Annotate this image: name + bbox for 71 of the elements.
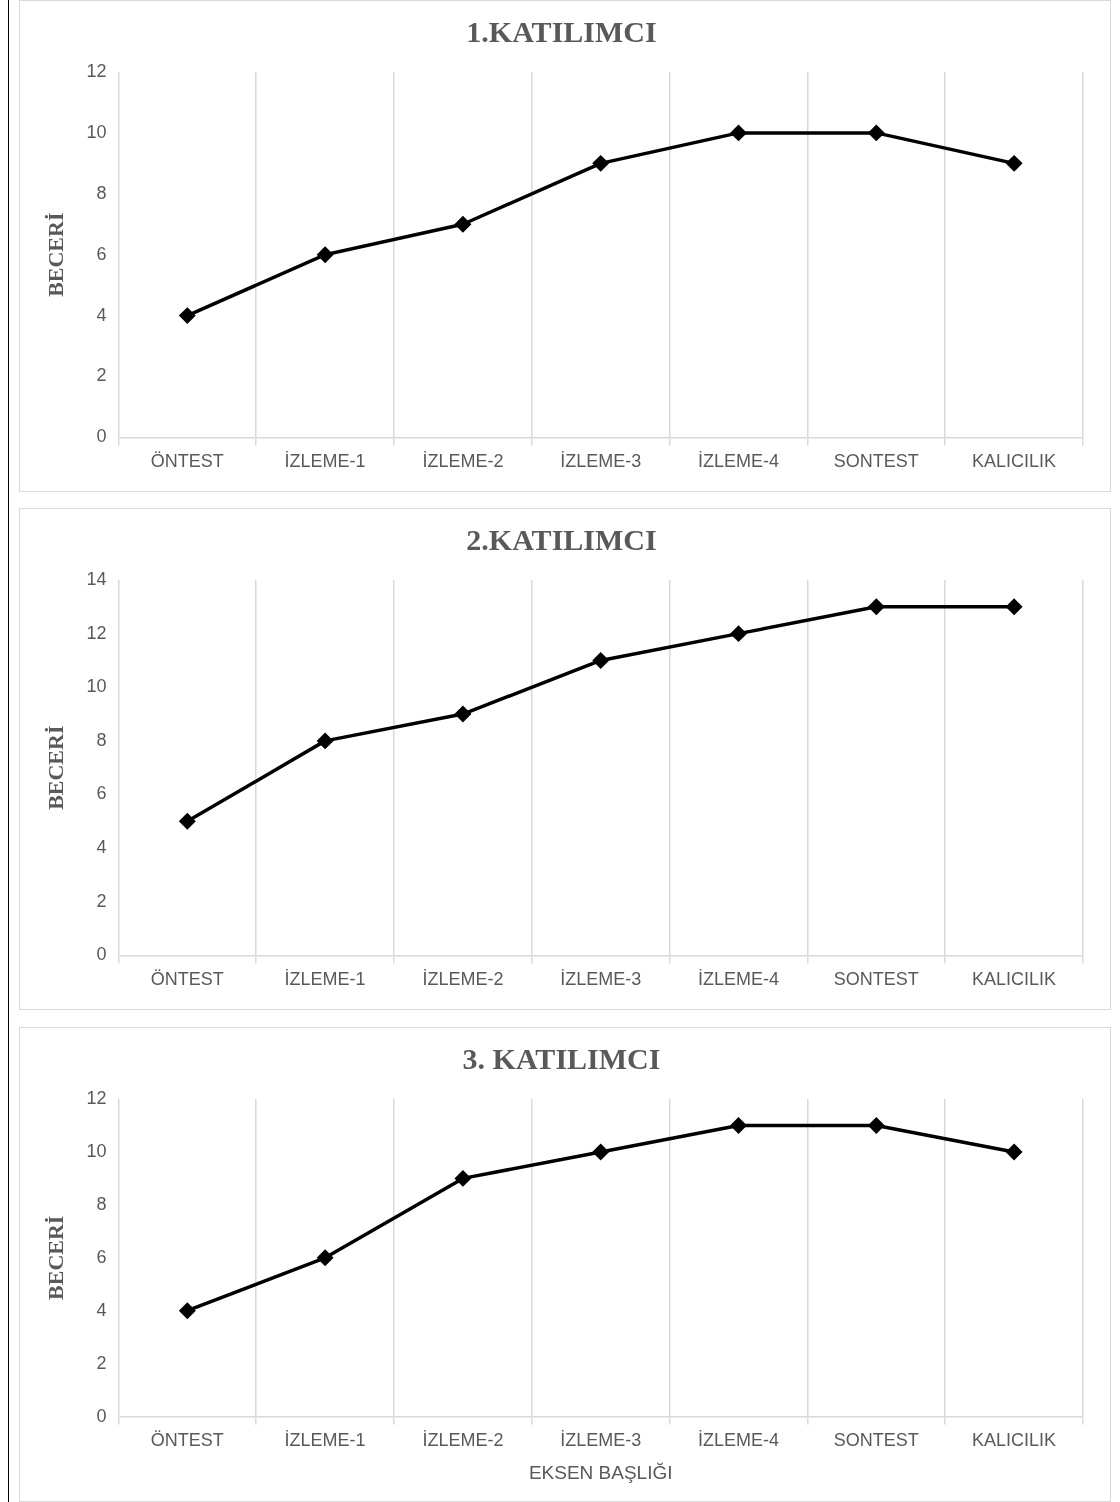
x-tick-label: İZLEME-2 [422, 969, 504, 990]
point [592, 155, 609, 172]
point [592, 1144, 609, 1160]
point [1006, 1144, 1022, 1160]
y-tick-label: 8 [96, 729, 107, 750]
y-tick-label: 10 [86, 121, 107, 142]
chart-title: 2.KATILIMCI [466, 522, 657, 556]
x-tick-label: İZLEME-1 [284, 969, 366, 990]
y-tick-label: 2 [96, 1352, 107, 1373]
x-tick-label: İZLEME-3 [560, 451, 642, 472]
x-tick-label: İZLEME-1 [284, 451, 366, 472]
x-tick-label: İZLEME-1 [284, 1430, 366, 1451]
x-tick-label: İZLEME-2 [422, 1430, 504, 1451]
y-tick-label: 10 [86, 676, 107, 697]
y-tick-label: 10 [86, 1140, 107, 1161]
point [730, 125, 747, 141]
y-tick-label: 2 [96, 890, 107, 911]
y-tick-label: 8 [96, 182, 107, 203]
point [868, 599, 885, 615]
x-tick-label: İZLEME-4 [697, 969, 780, 990]
point [179, 307, 196, 324]
point [592, 652, 609, 669]
y-tick-label: 0 [96, 1405, 107, 1426]
x-tick-label: İZLEME-3 [560, 1430, 642, 1451]
point [730, 625, 747, 642]
y-tick-label: 6 [96, 1246, 107, 1267]
y-tick-label: 12 [86, 60, 107, 81]
x-tick-label: KALICILIK [972, 1430, 1057, 1451]
x-tick-label: ÖNTEST [150, 451, 224, 472]
point [730, 1117, 747, 1134]
point [455, 216, 471, 232]
point [179, 813, 196, 830]
x-tick-label: İZLEME-2 [422, 451, 504, 472]
point [1006, 155, 1022, 172]
x-tick-label: ÖNTEST [150, 1430, 224, 1451]
point [317, 1250, 333, 1266]
point [455, 706, 471, 722]
x-tick-label: SONTEST [833, 969, 919, 990]
point [317, 733, 333, 749]
x-tick-label: İZLEME-4 [697, 1430, 780, 1451]
point [317, 246, 333, 263]
y-axis-title: BECERİ [42, 212, 68, 297]
x-tick-label: ÖNTEST [150, 969, 224, 990]
y-tick-label: 6 [96, 243, 107, 264]
x-tick-label: İZLEME-4 [697, 451, 780, 472]
chart-title: 3. KATILIMCI [462, 1041, 661, 1075]
point [868, 1117, 885, 1134]
x-tick-label: SONTEST [833, 451, 919, 472]
y-tick-label: 8 [96, 1193, 107, 1214]
x-tick-label: İZLEME-3 [560, 969, 642, 990]
y-axis-title: BECERİ [42, 725, 68, 810]
y-tick-label: 0 [96, 944, 107, 965]
chart-title: 1.KATILIMCI [466, 14, 657, 48]
y-tick-label: 2 [96, 365, 107, 386]
y-axis-title: BECERİ [42, 1215, 68, 1300]
y-tick-label: 0 [96, 426, 107, 447]
point [179, 1302, 196, 1319]
point [1006, 599, 1022, 615]
x-tick-label: SONTEST [833, 1430, 919, 1451]
point [868, 125, 885, 141]
y-tick-label: 12 [86, 1087, 107, 1108]
x-axis-title: EKSEN BAŞLIĞI [528, 1461, 673, 1483]
y-tick-label: 4 [96, 837, 107, 858]
y-tick-label: 4 [96, 1299, 107, 1320]
y-tick-label: 12 [86, 622, 107, 643]
point [455, 1170, 471, 1187]
x-tick-label: KALICILIK [972, 969, 1057, 990]
y-tick-label: 4 [96, 304, 107, 325]
y-tick-label: 6 [96, 783, 107, 804]
y-tick-label: 14 [86, 568, 107, 589]
x-tick-label: KALICILIK [972, 451, 1057, 472]
